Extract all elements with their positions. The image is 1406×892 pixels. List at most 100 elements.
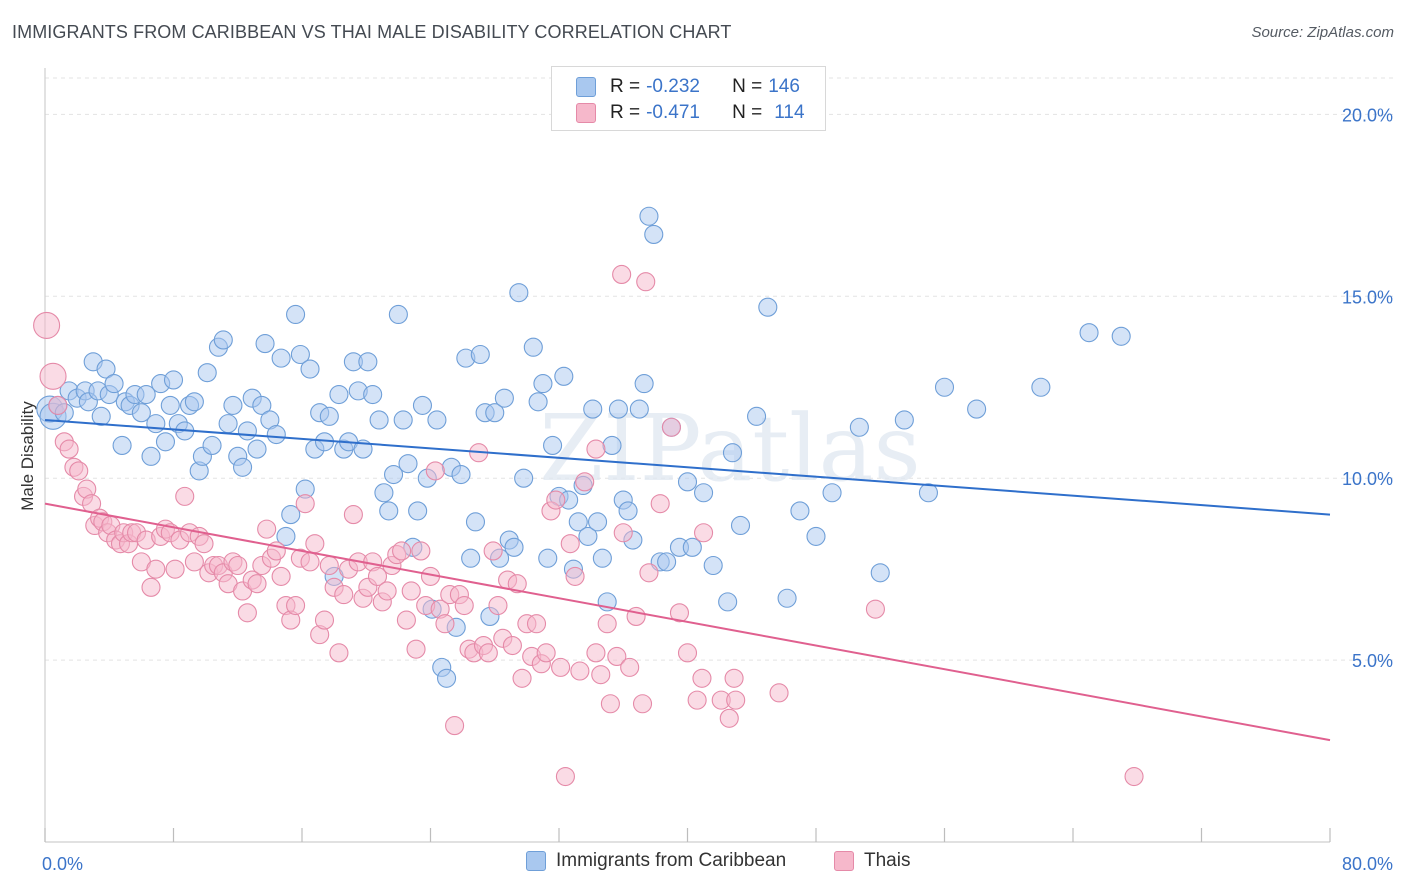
thai-point	[314, 610, 335, 630]
caribbean-point	[568, 512, 588, 532]
caribbean-point	[379, 501, 399, 521]
caribbean-point	[104, 374, 124, 394]
thai-point	[257, 519, 277, 539]
caribbean-point	[639, 206, 659, 226]
caribbean-point	[806, 526, 826, 546]
legend-row-thais: R = -0.471 N = 114	[576, 101, 805, 125]
caribbean-point	[682, 537, 702, 557]
trend-lines	[44, 418, 1331, 742]
thai-point	[632, 694, 653, 714]
thai-point	[546, 490, 566, 510]
thai-point	[141, 577, 161, 597]
thai-point	[33, 311, 61, 339]
thai-point	[626, 606, 646, 626]
thai-point	[560, 534, 580, 554]
caribbean-point	[163, 370, 184, 390]
thai-point	[377, 581, 397, 601]
tick-labels: 5.0% 10.0% 15.0% 20.0% 0.0% 80.0%	[42, 105, 1393, 874]
caribbean-point	[722, 443, 743, 463]
caribbean-point	[644, 224, 664, 244]
caribbean-point	[408, 501, 428, 521]
caribbean-point	[451, 465, 471, 485]
thai-point	[586, 439, 606, 459]
thai-point	[425, 461, 445, 481]
thai-point	[586, 643, 606, 663]
thai-point	[677, 643, 698, 663]
caribbean-point	[184, 392, 204, 412]
caribbean-point	[329, 384, 349, 405]
caribbean-point	[369, 410, 389, 430]
caribbean-point	[747, 406, 767, 426]
caribbean-point	[155, 432, 176, 452]
caribbean-point	[504, 537, 524, 557]
caribbean-point	[237, 421, 257, 441]
thai-point	[502, 635, 522, 656]
r-label: R =	[610, 76, 641, 97]
y-tick-label: 20.0%	[1342, 105, 1393, 125]
caribbean-point	[485, 403, 505, 423]
thai-point	[536, 643, 556, 663]
thai-point	[329, 643, 349, 663]
caribbean-point	[461, 548, 481, 568]
thai-point	[694, 523, 714, 543]
caribbean-point	[427, 410, 447, 430]
thai-point	[1124, 766, 1144, 787]
caribbean-point	[286, 304, 306, 325]
caribbean-point	[657, 552, 677, 572]
caribbean-point	[112, 435, 132, 455]
thai-point	[591, 665, 611, 685]
thai-point	[607, 646, 627, 667]
thai-point	[570, 661, 590, 681]
caribbean-point	[300, 359, 320, 379]
n-label: N =	[732, 76, 763, 97]
thai-point	[48, 395, 68, 415]
thai-point	[650, 494, 670, 514]
thai-point	[184, 552, 204, 572]
caribbean-point	[583, 399, 603, 419]
thai-point	[406, 639, 426, 659]
caribbean-point	[131, 403, 151, 423]
thai-point	[769, 683, 789, 703]
caribbean-trend-line	[44, 418, 1331, 516]
caribbean-point	[374, 483, 394, 503]
legend-swatch-blue	[576, 77, 596, 97]
n-label: N =	[732, 102, 763, 123]
thai-point	[228, 555, 248, 576]
thai-point	[661, 417, 681, 437]
caribbean-point	[136, 384, 156, 405]
caribbean-point	[319, 406, 339, 426]
r-value: -0.471	[646, 102, 700, 123]
thai-point	[271, 566, 291, 586]
caribbean-point	[634, 374, 654, 394]
caribbean-point	[218, 414, 238, 434]
y-tick-label: 15.0%	[1342, 287, 1393, 307]
legend-row-caribbean: R = -0.232 N = 146	[576, 75, 800, 99]
caribbean-point	[718, 592, 738, 612]
caribbean-point	[608, 399, 628, 419]
thai-point	[692, 668, 712, 688]
caribbean-point	[533, 374, 553, 394]
thai-point	[286, 595, 306, 616]
caribbean-point	[554, 366, 574, 386]
legend-label: Thais	[864, 850, 911, 871]
caribbean-point	[437, 668, 457, 688]
caribbean-point	[223, 395, 243, 415]
caribbean-point	[1111, 326, 1131, 346]
thai-point	[334, 585, 354, 605]
thai-point	[237, 603, 257, 623]
thai-point	[478, 643, 498, 663]
caribbean-point	[91, 406, 111, 426]
thai-point	[435, 614, 455, 634]
caribbean-point	[934, 377, 955, 397]
thai-point	[565, 566, 585, 586]
caribbean-point	[1031, 377, 1051, 397]
thai-point	[724, 668, 744, 688]
y-tick-label: 5.0%	[1352, 651, 1393, 671]
thai-point	[526, 614, 547, 634]
thai-point	[319, 555, 339, 576]
thai-point	[575, 472, 595, 492]
thai-point	[295, 494, 315, 514]
caribbean-point	[96, 359, 116, 379]
caribbean-point	[255, 334, 275, 354]
caribbean-point	[141, 446, 161, 466]
